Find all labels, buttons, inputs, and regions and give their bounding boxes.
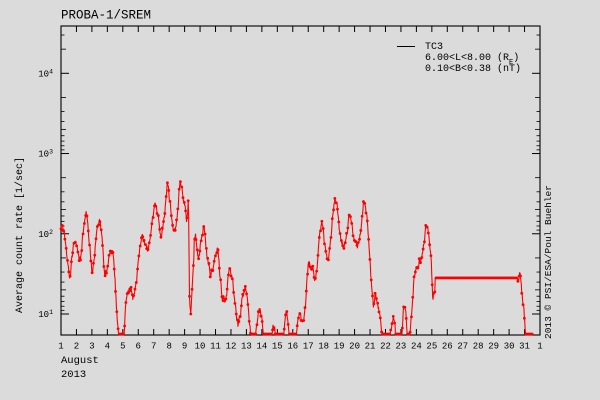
svg-text:3: 3 xyxy=(89,341,94,351)
svg-text:11: 11 xyxy=(210,341,221,351)
svg-text:Average count rate [1/sec]: Average count rate [1/sec] xyxy=(14,157,26,313)
svg-text:30: 30 xyxy=(504,341,515,351)
svg-text:26: 26 xyxy=(442,341,453,351)
svg-text:TC3: TC3 xyxy=(425,42,443,53)
svg-text:1: 1 xyxy=(58,341,63,351)
svg-text:24: 24 xyxy=(411,341,422,351)
svg-text:28: 28 xyxy=(473,341,484,351)
svg-text:25: 25 xyxy=(426,341,437,351)
svg-text:6: 6 xyxy=(136,341,141,351)
svg-text:2: 2 xyxy=(74,341,79,351)
svg-text:13: 13 xyxy=(241,341,252,351)
svg-text:10: 10 xyxy=(195,341,206,351)
svg-text:August: August xyxy=(61,355,99,367)
svg-text:14: 14 xyxy=(256,341,267,351)
svg-text:4: 4 xyxy=(105,341,110,351)
svg-text:22: 22 xyxy=(380,341,391,351)
svg-text:20: 20 xyxy=(349,341,360,351)
svg-text:27: 27 xyxy=(457,341,468,351)
svg-text:15: 15 xyxy=(272,341,283,351)
svg-text:29: 29 xyxy=(488,341,499,351)
svg-text:1: 1 xyxy=(537,341,542,351)
svg-text:2013: 2013 xyxy=(61,369,86,381)
svg-text:12: 12 xyxy=(226,341,237,351)
svg-text:17: 17 xyxy=(303,341,314,351)
svg-text:0.10<B<0.38 (nT): 0.10<B<0.38 (nT) xyxy=(425,63,521,75)
svg-text:23: 23 xyxy=(396,341,407,351)
svg-text:16: 16 xyxy=(287,341,298,351)
svg-text:9: 9 xyxy=(182,341,187,351)
svg-text:5: 5 xyxy=(120,341,125,351)
svg-text:PROBA-1/SREM: PROBA-1/SREM xyxy=(61,9,151,23)
svg-text:31: 31 xyxy=(519,341,530,351)
svg-text:2013 © PSI/ESA/Poul Buehler: 2013 © PSI/ESA/Poul Buehler xyxy=(543,185,554,339)
svg-text:18: 18 xyxy=(318,341,329,351)
svg-text:19: 19 xyxy=(334,341,345,351)
svg-text:8: 8 xyxy=(166,341,171,351)
svg-text:21: 21 xyxy=(365,341,376,351)
svg-text:7: 7 xyxy=(151,341,156,351)
